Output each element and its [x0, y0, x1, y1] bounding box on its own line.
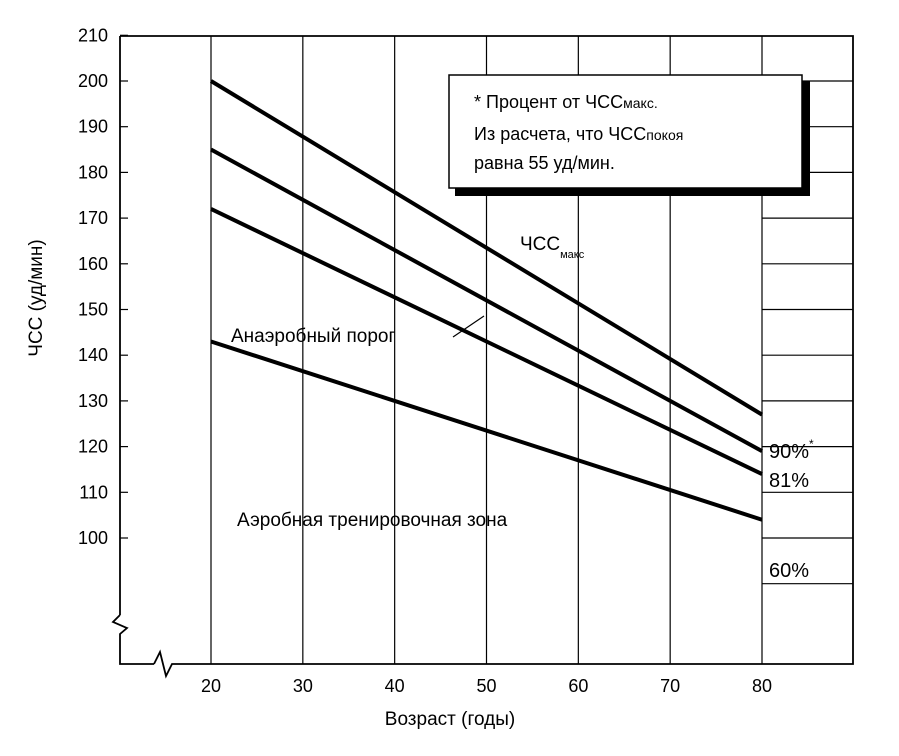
y-tick-label-190: 190: [78, 117, 108, 137]
series-line-60: [210, 339, 763, 522]
x-tick-label-80: 80: [752, 676, 772, 696]
y-tick-label-180: 180: [78, 162, 108, 182]
x-axis-label: Возраст (годы): [385, 709, 515, 730]
plot-frame: [120, 35, 854, 665]
y-axis-break: [111, 614, 154, 665]
note-line-3: равна 55 уд/мин.: [474, 153, 615, 173]
series-label-81: 81%: [769, 470, 809, 492]
anaerobic-threshold-label: Анаэробный порог: [231, 326, 395, 347]
y-tick-label-210: 210: [78, 25, 108, 45]
y-tick-label-110: 110: [79, 482, 108, 502]
series-label-90: 90%*: [769, 437, 814, 463]
y-tick-label-130: 130: [78, 391, 108, 411]
series-line-max: [209, 79, 764, 417]
anaerobic-pointer-line: [452, 315, 485, 338]
y-tick-label-160: 160: [78, 254, 108, 274]
x-tick-label-60: 60: [568, 676, 588, 696]
y-tick-label-200: 200: [78, 71, 108, 91]
x-tick-label-70: 70: [660, 676, 680, 696]
x-tick-label-50: 50: [476, 676, 496, 696]
y-axis-label: ЧСС (уд/мин): [26, 239, 47, 356]
series-label-max-text: ЧСС: [520, 234, 560, 255]
series-layer: [209, 79, 764, 522]
series-line-81: [210, 207, 763, 476]
series-label-max-sub: макс: [560, 249, 585, 261]
note-line-2: Из расчета, что ЧССпокоя: [474, 124, 683, 144]
y-tick-label-140: 140: [78, 345, 108, 365]
note-line-1-text: * Процент от ЧСС: [474, 92, 623, 112]
x-tick-label-20: 20: [201, 676, 221, 696]
axes-frame: [111, 35, 854, 679]
note-line-2-text: Из расчета, что ЧСС: [474, 124, 646, 144]
y-tick-label-150: 150: [78, 300, 108, 320]
note-box-frame: [448, 74, 803, 189]
x-tick-label-40: 40: [385, 676, 405, 696]
y-tick-label-170: 170: [78, 208, 108, 228]
aerobic-zone-label: Аэробная тренировочная зона: [237, 510, 508, 531]
y-tick-label-100: 100: [78, 528, 108, 548]
series-label-max: ЧССмакс: [520, 234, 585, 261]
note-line-1-sub: макс.: [623, 95, 658, 111]
series-label-90-sup: *: [809, 437, 814, 451]
series-label-60: 60%: [769, 560, 809, 582]
note-box: * Процент от ЧССмакс. Из расчета, что ЧС…: [448, 74, 810, 196]
series-line-90: [210, 147, 763, 453]
x-axis-break: [153, 649, 175, 679]
x-tick-label-30: 30: [293, 676, 313, 696]
tick-layer: 20 30 40 50 60 70 80 100 110 120 130 140 150 160 170 18…: [78, 25, 772, 696]
series-label-90-text: 90%: [769, 441, 809, 463]
y-tick-label-120: 120: [78, 437, 108, 457]
note-line-1: * Процент от ЧССмакс.: [474, 92, 658, 112]
note-line-2-sub: покоя: [646, 127, 683, 143]
